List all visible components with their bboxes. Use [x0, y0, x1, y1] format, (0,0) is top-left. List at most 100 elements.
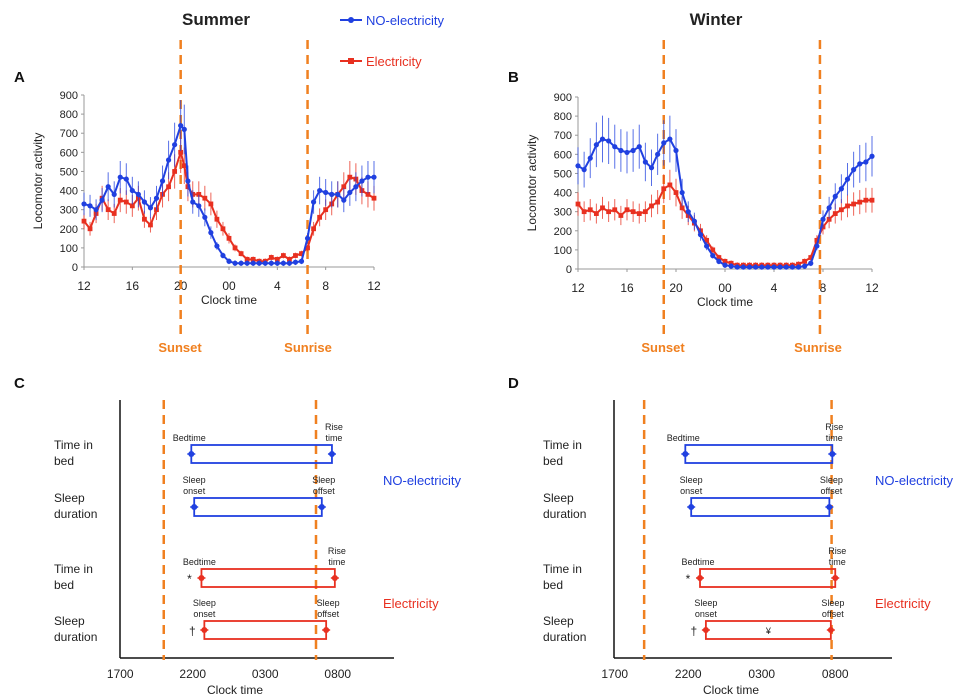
data-point-electricity-a	[142, 216, 147, 222]
data-point-no-electricity-a	[81, 201, 87, 207]
data-point-electricity-a	[268, 255, 274, 260]
interval-bar-no-electricity-c	[193, 497, 323, 517]
x-tick-label-a: 12	[77, 279, 91, 293]
data-point-electricity-b	[716, 255, 722, 260]
row-label-d: Sleep	[543, 614, 574, 628]
data-point-no-electricity-a	[196, 203, 202, 209]
data-point-no-electricity-a	[304, 235, 311, 241]
data-point-no-electricity-a	[232, 260, 238, 266]
y-tick-label-b: 900	[554, 92, 572, 104]
interval-bar-electricity-d	[699, 568, 837, 588]
row-label-d: duration	[543, 630, 586, 644]
group-label-electricity-c: Electricity	[383, 596, 439, 611]
data-point-electricity-b	[630, 209, 636, 215]
data-point-no-electricity-b	[618, 147, 624, 154]
data-point-no-electricity-a	[274, 260, 280, 266]
y-tick-label-b: 300	[554, 207, 572, 219]
data-point-no-electricity-b	[636, 144, 642, 150]
plot-a: 0100200300400500600700800900121620004812…	[31, 40, 381, 336]
data-point-no-electricity-a	[329, 191, 335, 197]
row-label-d: bed	[543, 454, 563, 468]
sunrise-label-winter: Sunrise	[794, 340, 842, 355]
endpoint-marker-electricity-d	[832, 575, 839, 581]
data-point-electricity-b	[722, 258, 728, 264]
data-point-no-electricity-a	[87, 203, 93, 209]
y-tick-label-a: 500	[60, 166, 78, 178]
data-point-no-electricity-b	[838, 186, 844, 192]
start-annotation-d: onset	[695, 609, 718, 619]
data-point-no-electricity-a	[159, 178, 166, 184]
data-point-electricity-a	[166, 184, 171, 190]
data-point-no-electricity-b	[777, 264, 783, 270]
data-point-electricity-a	[123, 199, 129, 205]
end-annotation-c: time	[328, 557, 345, 567]
data-point-electricity-a	[280, 253, 286, 258]
endpoint-marker-no-electricity-d	[688, 504, 695, 510]
endpoint-marker-no-electricity-c	[188, 451, 195, 457]
data-point-no-electricity-b	[765, 264, 771, 270]
x-tick-label-a: 00	[222, 279, 236, 293]
endpoint-marker-electricity-d	[827, 627, 834, 633]
data-point-no-electricity-b	[844, 176, 851, 182]
start-annotation-c: onset	[193, 609, 216, 619]
data-point-electricity-a	[196, 191, 202, 197]
data-point-electricity-a	[129, 203, 135, 209]
y-tick-label-a: 0	[72, 262, 78, 274]
data-point-no-electricity-a	[190, 199, 196, 205]
summer-header: Summer	[182, 10, 250, 29]
data-point-electricity-b	[826, 216, 832, 222]
y-tick-label-b: 200	[554, 226, 572, 238]
significance-mark-d: †	[691, 624, 698, 638]
data-point-electricity-a	[365, 191, 371, 197]
data-point-electricity-a	[105, 207, 111, 213]
data-point-electricity-a	[232, 245, 238, 251]
group-label-electricity-d: Electricity	[875, 596, 931, 611]
data-point-no-electricity-b	[630, 147, 636, 154]
legend-no-electricity-marker	[348, 17, 354, 23]
data-point-no-electricity-a	[208, 230, 214, 236]
end-annotation-d: Rise	[828, 546, 846, 556]
y-tick-label-b: 100	[554, 245, 572, 257]
x-tick-label-d: 1700	[601, 667, 628, 681]
endpoint-marker-electricity-c	[198, 575, 205, 581]
x-axis-label-c: Clock time	[207, 683, 263, 697]
data-point-electricity-b	[857, 199, 863, 205]
end-annotation-c: offset	[317, 609, 339, 619]
data-point-no-electricity-b	[648, 165, 655, 171]
y-tick-label-b: 0	[566, 264, 572, 276]
data-point-no-electricity-b	[802, 263, 808, 269]
data-point-no-electricity-a	[347, 189, 353, 196]
data-point-no-electricity-a	[268, 260, 274, 266]
data-point-no-electricity-a	[280, 260, 286, 266]
x-tick-label-b: 12	[571, 281, 585, 295]
data-point-no-electricity-a	[250, 260, 256, 266]
data-point-no-electricity-b	[612, 144, 618, 150]
sunrise-label-summer: Sunrise	[284, 340, 332, 355]
data-point-no-electricity-b	[789, 264, 795, 270]
endpoint-marker-no-electricity-c	[191, 504, 198, 510]
y-tick-label-b: 800	[554, 111, 572, 123]
data-point-no-electricity-b	[655, 151, 661, 157]
data-point-no-electricity-a	[185, 178, 191, 184]
data-point-electricity-a	[323, 207, 329, 213]
data-point-no-electricity-a	[323, 189, 329, 196]
data-point-no-electricity-b	[753, 264, 759, 270]
data-point-electricity-a	[172, 169, 178, 174]
data-point-electricity-b	[845, 203, 850, 209]
data-point-no-electricity-a	[181, 126, 187, 132]
data-point-electricity-b	[600, 205, 605, 211]
data-point-no-electricity-b	[759, 264, 765, 270]
significance-mark-d: *	[686, 572, 691, 586]
data-point-no-electricity-b	[661, 140, 667, 146]
start-annotation-c: Bedtime	[173, 433, 206, 443]
data-point-no-electricity-b	[869, 153, 875, 159]
data-point-electricity-b	[624, 207, 630, 213]
data-point-no-electricity-a	[317, 187, 323, 194]
data-point-electricity-b	[606, 209, 612, 215]
data-point-no-electricity-a	[105, 184, 111, 190]
y-tick-label-b: 400	[554, 188, 572, 200]
data-point-electricity-a	[287, 256, 292, 262]
start-annotation-d: Bedtime	[681, 557, 714, 567]
x-axis-label-b: Clock time	[697, 295, 753, 309]
data-point-electricity-b	[802, 258, 808, 264]
